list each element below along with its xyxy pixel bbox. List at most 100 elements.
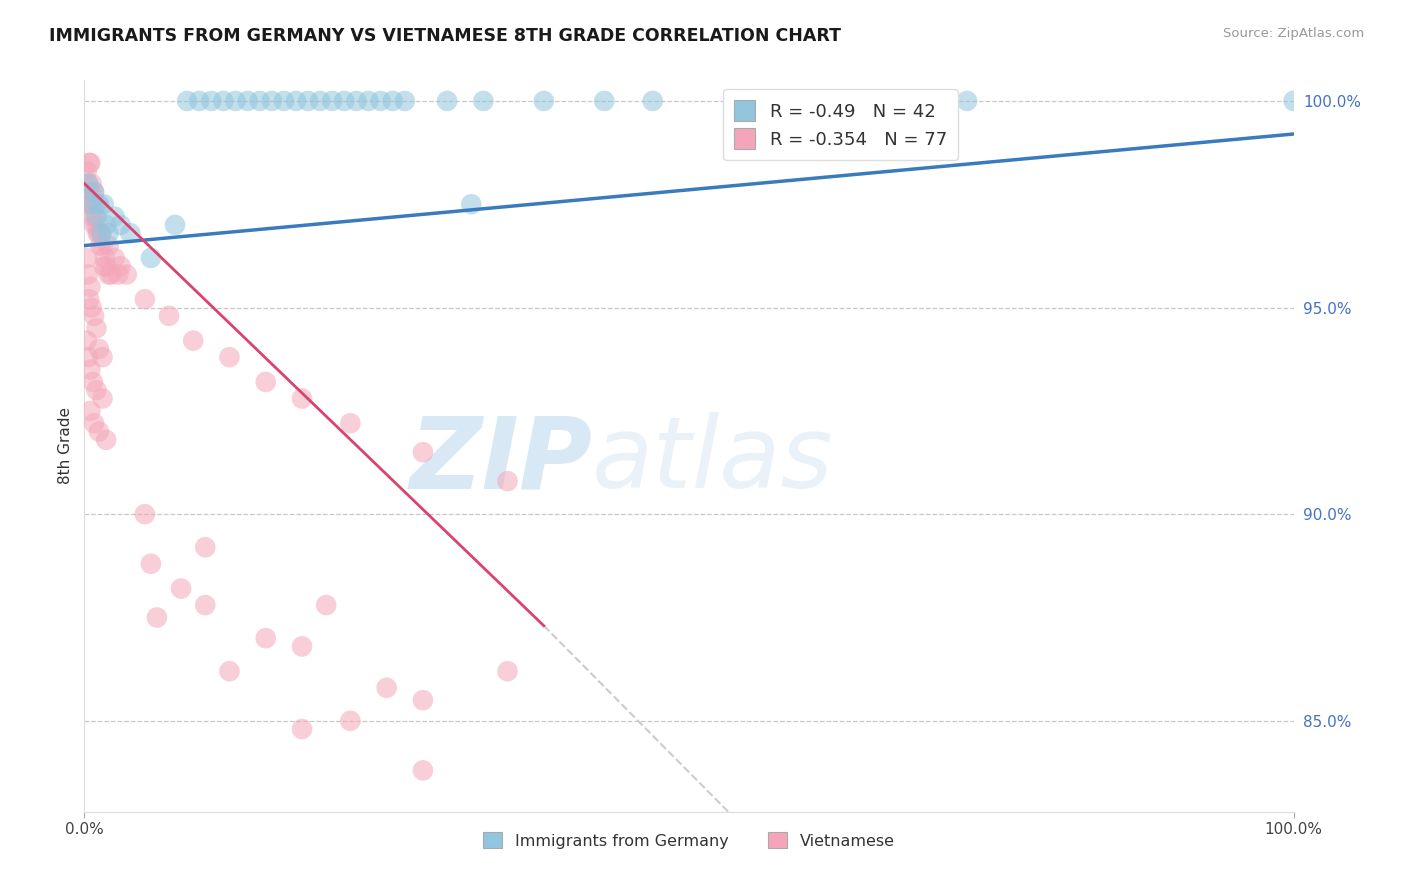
Point: [370, 94, 392, 108]
Point: [90, 226, 112, 240]
Point: [115, 268, 138, 282]
Point: [134, 507, 156, 521]
Point: [77, 293, 100, 307]
Point: [412, 445, 434, 459]
Point: [472, 94, 495, 108]
Point: [86, 210, 108, 224]
Point: [104, 251, 127, 265]
Point: [77, 156, 100, 170]
Point: [146, 610, 169, 624]
Point: [97, 268, 120, 282]
Point: [254, 375, 277, 389]
Point: [157, 309, 180, 323]
Point: [381, 94, 404, 108]
Point: [83, 309, 105, 323]
Point: [165, 218, 187, 232]
Text: ZIP: ZIP: [409, 412, 592, 509]
Point: [496, 664, 519, 678]
Point: [225, 94, 247, 108]
Point: [357, 94, 380, 108]
Point: [80, 301, 103, 315]
Point: [77, 350, 100, 364]
Point: [100, 268, 122, 282]
Point: [86, 197, 108, 211]
Point: [91, 238, 114, 252]
Text: atlas: atlas: [592, 412, 834, 509]
Point: [77, 177, 100, 191]
Point: [218, 664, 240, 678]
Point: [90, 226, 112, 240]
Point: [93, 197, 115, 211]
Point: [181, 334, 204, 348]
Point: [593, 94, 616, 108]
Point: [77, 185, 100, 199]
Point: [394, 94, 416, 108]
Point: [339, 714, 361, 728]
Point: [83, 218, 105, 232]
Point: [104, 210, 127, 224]
Point: [80, 197, 103, 211]
Point: [212, 94, 235, 108]
Point: [333, 94, 356, 108]
Point: [170, 582, 193, 596]
Y-axis label: 8th Grade: 8th Grade: [58, 408, 73, 484]
Point: [79, 185, 101, 199]
Point: [110, 259, 132, 273]
Point: [321, 94, 343, 108]
Point: [218, 350, 240, 364]
Point: [77, 268, 100, 282]
Point: [176, 94, 198, 108]
Point: [79, 156, 101, 170]
Point: [87, 226, 110, 240]
Point: [460, 197, 482, 211]
Point: [249, 94, 271, 108]
Text: Source: ZipAtlas.com: Source: ZipAtlas.com: [1223, 27, 1364, 40]
Point: [76, 251, 98, 265]
Point: [496, 474, 519, 488]
Point: [83, 417, 105, 431]
Point: [76, 164, 98, 178]
Point: [84, 210, 107, 224]
Point: [77, 197, 100, 211]
Point: [120, 226, 142, 240]
Point: [97, 226, 120, 240]
Point: [200, 94, 222, 108]
Point: [94, 251, 117, 265]
Point: [375, 681, 398, 695]
Point: [346, 94, 368, 108]
Point: [412, 693, 434, 707]
Point: [87, 342, 110, 356]
Point: [86, 218, 108, 232]
Point: [79, 362, 101, 376]
Point: [139, 557, 162, 571]
Point: [110, 218, 132, 232]
Point: [533, 94, 555, 108]
Point: [273, 94, 295, 108]
Point: [412, 764, 434, 778]
Point: [87, 197, 110, 211]
Point: [93, 259, 115, 273]
Point: [436, 94, 458, 108]
Point: [309, 94, 332, 108]
Point: [94, 259, 117, 273]
Point: [194, 541, 217, 555]
Point: [79, 280, 101, 294]
Point: [1282, 94, 1305, 108]
Point: [291, 722, 314, 736]
Point: [284, 94, 308, 108]
Point: [86, 226, 108, 240]
Point: [291, 392, 314, 406]
Point: [297, 94, 319, 108]
Point: [291, 640, 314, 654]
Point: [91, 392, 114, 406]
Point: [97, 238, 120, 252]
Point: [188, 94, 211, 108]
Point: [254, 631, 277, 645]
Point: [956, 94, 979, 108]
Point: [315, 598, 337, 612]
Point: [82, 197, 104, 211]
Point: [89, 238, 111, 252]
Text: IMMIGRANTS FROM GERMANY VS VIETNAMESE 8TH GRADE CORRELATION CHART: IMMIGRANTS FROM GERMANY VS VIETNAMESE 8T…: [49, 27, 841, 45]
Point: [80, 197, 103, 211]
Point: [94, 433, 117, 447]
